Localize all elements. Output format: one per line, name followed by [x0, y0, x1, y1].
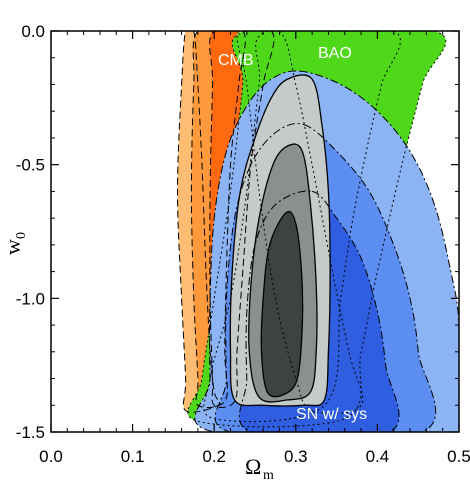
y-axis-label-sub: 0	[14, 232, 29, 239]
bao-contour-line-1	[236, 31, 364, 414]
y-axis-label-main: w	[0, 239, 25, 255]
plot-frame	[50, 30, 460, 433]
x-tick-label: 0.5	[447, 447, 470, 466]
x-tick-label: 0.4	[366, 447, 390, 466]
x-axis-label-main: Ω	[245, 454, 261, 479]
x-axis-label-sub: m	[263, 468, 274, 483]
bao-contour-line-3	[187, 31, 447, 428]
cmb-contour-line-3	[209, 31, 275, 408]
axis-ticks: 0.0 0.1 0.2 0.3 0.4 0.5 0.0 -0.5 -1.0 -1.5	[16, 22, 470, 466]
x-tick-label: 0.0	[39, 447, 63, 466]
y-tick-label: -0.5	[16, 156, 45, 175]
sn-annotation: SN w/ sys	[296, 406, 367, 423]
contour-lines	[176, 31, 459, 432]
sn-w-sys-contour-line-1	[194, 70, 459, 432]
plot-area	[177, 31, 459, 432]
sn-w-sys-contour-line-3	[238, 190, 400, 432]
combined-contour-line-3	[260, 210, 304, 398]
combined-contour-fill-3	[261, 211, 303, 397]
combined-contour-line-2	[248, 143, 318, 403]
cmb-contour-line-1	[176, 31, 221, 413]
y-tick-label: 0.0	[21, 22, 45, 41]
x-tick-label: 0.3	[284, 447, 308, 466]
bao-annotation: BAO	[318, 45, 352, 62]
cmb-annotation: CMB	[218, 52, 254, 69]
y-axis-label: w 0	[0, 232, 29, 255]
bao-contour-line-2	[203, 31, 401, 423]
y-tick-label: -1.5	[16, 423, 45, 442]
x-tick-label: 0.2	[202, 447, 226, 466]
cmb-contour-line-2	[190, 31, 246, 408]
sn-w-sys-contour-line-2	[214, 123, 436, 432]
x-tick-label: 0.1	[121, 447, 145, 466]
y-tick-label: -1.0	[16, 289, 45, 308]
combined-contour-line-1	[229, 74, 331, 407]
x-axis-label: Ω m	[245, 454, 274, 483]
